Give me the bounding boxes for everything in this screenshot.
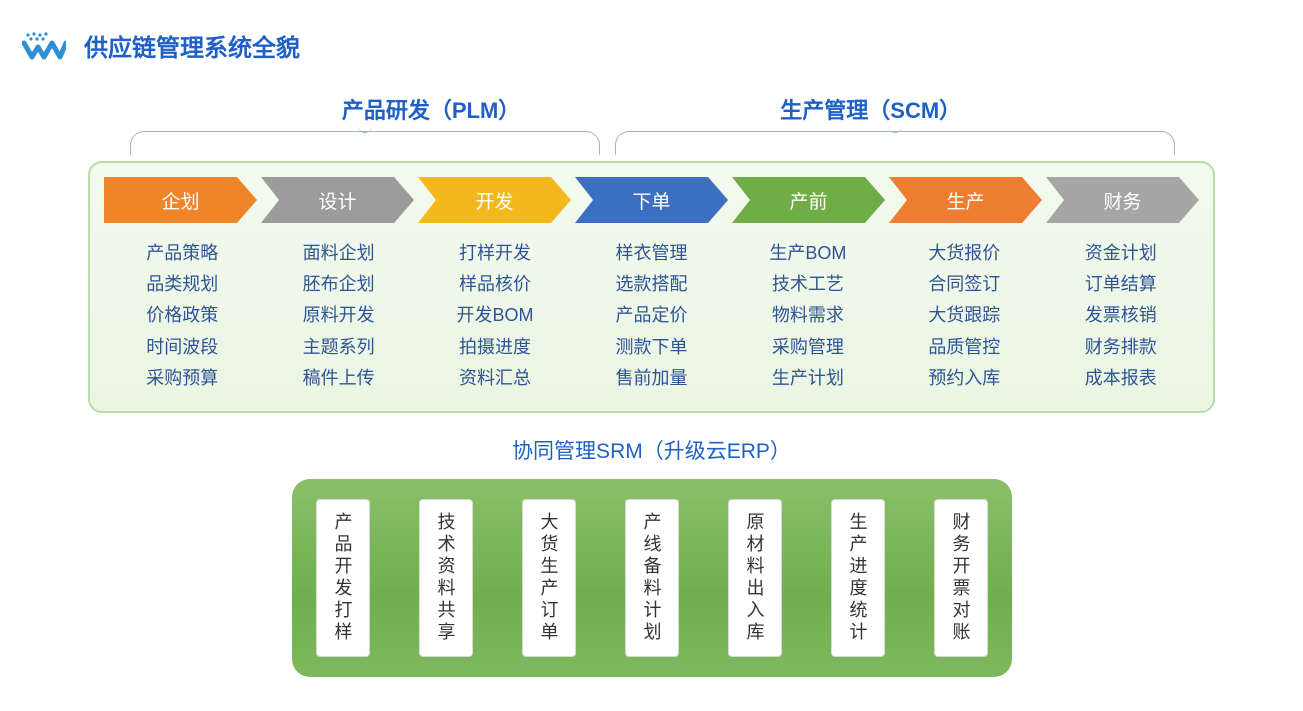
bracket-row	[0, 131, 1303, 161]
srm-card-label: 产品开发打样	[330, 512, 356, 644]
srm-card: 财务开票对账	[934, 499, 988, 657]
column-item: 胚布企划	[303, 272, 375, 297]
srm-title: 协同管理SRM（升级云ERP）	[0, 435, 1303, 465]
column-item: 采购预算	[146, 366, 218, 391]
column-item: 资金计划	[1085, 241, 1157, 266]
chevron-finance: 财务	[1046, 177, 1199, 223]
column-order: 样衣管理选款搭配产品定价测款下单售前加量	[573, 241, 729, 391]
column-item: 产品策略	[146, 241, 218, 266]
page-title: 供应链管理系统全貌	[84, 28, 300, 63]
chevron-label: 企划	[161, 187, 199, 214]
section-label-plm: 产品研发（PLM）	[342, 93, 520, 125]
column-item: 合同签订	[928, 272, 1000, 297]
logo-icon	[22, 31, 66, 61]
column-item: 大货跟踪	[928, 303, 1000, 328]
chevron-label: 设计	[318, 187, 356, 214]
column-item: 生产计划	[772, 366, 844, 391]
chevron-label: 开发	[475, 187, 513, 214]
column-item: 选款搭配	[615, 272, 687, 297]
column-preprod: 生产BOM 技术工艺物料需求采购管理生产计划	[730, 241, 886, 391]
srm-card-label: 产线备料计划	[639, 512, 665, 644]
srm-card-label: 大货生产订单	[536, 512, 562, 644]
chevron-label: 生产	[946, 187, 984, 214]
column-item: 品类规划	[146, 272, 218, 297]
srm-card-label: 财务开票对账	[948, 512, 974, 644]
column-item: 拍摄进度	[459, 335, 531, 360]
chevron-develop: 开发	[418, 177, 571, 223]
srm-card: 原材料出入库	[728, 499, 782, 657]
section-labels: 产品研发（PLM） 生产管理（SCM）	[0, 93, 1303, 125]
column-item: 测款下单	[615, 335, 687, 360]
column-item: 面料企划	[303, 241, 375, 266]
chevron-label: 产前	[789, 187, 827, 214]
column-item: 品质管控	[928, 335, 1000, 360]
srm-card: 技术资料共享	[419, 499, 473, 657]
column-item: 采购管理	[772, 335, 844, 360]
section-label-scm: 生产管理（SCM）	[780, 93, 961, 125]
column-planning: 产品策略品类规划价格政策时间波段采购预算	[104, 241, 260, 391]
srm-card-label: 原材料出入库	[742, 512, 768, 644]
columns-row: 产品策略品类规划价格政策时间波段采购预算面料企划胚布企划原料开发主题系列稿件上传…	[104, 241, 1199, 391]
column-item: 订单结算	[1085, 272, 1157, 297]
column-item: 稿件上传	[303, 366, 375, 391]
column-item: 主题系列	[303, 335, 375, 360]
chevron-design: 设计	[261, 177, 414, 223]
column-item: 价格政策	[146, 303, 218, 328]
column-develop: 打样开发样品核价开发BOM 拍摄进度资料汇总	[417, 241, 573, 391]
column-item: 成本报表	[1085, 366, 1157, 391]
column-item: 财务排款	[1085, 335, 1157, 360]
chevron-planning: 企划	[104, 177, 257, 223]
column-item: 发票核销	[1085, 303, 1157, 328]
column-production: 大货报价合同签订大货跟踪品质管控预约入库	[886, 241, 1042, 391]
column-design: 面料企划胚布企划原料开发主题系列稿件上传	[260, 241, 416, 391]
srm-card: 产线备料计划	[625, 499, 679, 657]
chevron-order: 下单	[575, 177, 728, 223]
bracket-plm	[130, 131, 600, 155]
srm-panel: 产品开发打样 技术资料共享 大货生产订单 产线备料计划 原材料出入库 生产进度统计 财务开票…	[292, 479, 1012, 677]
chevron-preprod: 产前	[732, 177, 885, 223]
chevron-label: 下单	[632, 187, 670, 214]
bracket-scm	[615, 131, 1175, 155]
chevron-production: 生产	[889, 177, 1042, 223]
column-item: 打样开发	[459, 241, 531, 266]
column-item: 时间波段	[146, 335, 218, 360]
column-item: 大货报价	[928, 241, 1000, 266]
column-item: 产品定价	[615, 303, 687, 328]
column-item: 生产BOM	[769, 241, 846, 266]
chevron-row: 企划 设计 开发 下单 产前 生产 财务	[104, 177, 1199, 223]
column-item: 样品核价	[459, 272, 531, 297]
srm-card: 大货生产订单	[522, 499, 576, 657]
column-item: 开发BOM	[457, 303, 534, 328]
chevron-label: 财务	[1103, 187, 1141, 214]
column-item: 技术工艺	[772, 272, 844, 297]
column-item: 物料需求	[772, 303, 844, 328]
header: 供应链管理系统全貌	[0, 0, 1303, 63]
srm-card: 产品开发打样	[316, 499, 370, 657]
srm-card: 生产进度统计	[831, 499, 885, 657]
column-item: 样衣管理	[615, 241, 687, 266]
column-finance: 资金计划订单结算发票核销财务排款成本报表	[1043, 241, 1199, 391]
column-item: 原料开发	[303, 303, 375, 328]
srm-card-label: 技术资料共享	[433, 512, 459, 644]
column-item: 资料汇总	[459, 366, 531, 391]
srm-card-label: 生产进度统计	[845, 512, 871, 644]
column-item: 预约入库	[928, 366, 1000, 391]
column-item: 售前加量	[615, 366, 687, 391]
main-panel: 企划设计开发下单产前生产财务 产品策略品类规划价格政策时间波段采购预算面料企划胚…	[88, 161, 1215, 413]
